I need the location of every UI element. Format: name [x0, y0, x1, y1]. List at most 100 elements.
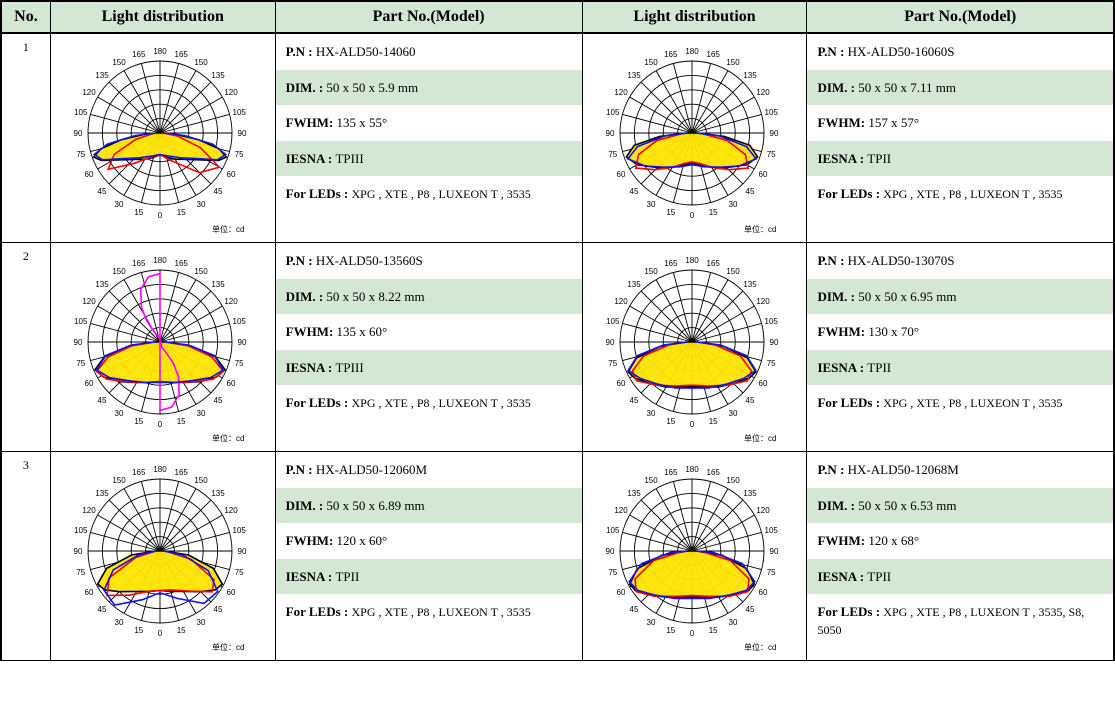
- spec-pn: P.N : HX-ALD50-13560S: [276, 243, 582, 279]
- spec-fwhm: FWHM: 157 x 57°: [807, 105, 1113, 141]
- spec-dim-value: 50 x 50 x 7.11 mm: [858, 80, 956, 95]
- spec-pn-value: HX-ALD50-13560S: [316, 253, 423, 268]
- svg-text:150: 150: [726, 267, 740, 276]
- svg-text:75: 75: [235, 150, 244, 159]
- product-row: 1180165150135120105907560453015015304560…: [1, 33, 1114, 243]
- svg-text:150: 150: [726, 58, 740, 67]
- spec-leds-value: XPG , XTE , P8 , LUXEON T , 3535: [351, 187, 530, 201]
- spec-dim-label: DIM. :: [286, 80, 327, 95]
- svg-text:60: 60: [759, 379, 768, 388]
- svg-text:45: 45: [630, 605, 639, 614]
- svg-text:45: 45: [746, 187, 755, 196]
- svg-text:90: 90: [238, 338, 247, 347]
- spec-pn-label: P.N :: [817, 462, 847, 477]
- svg-text:135: 135: [212, 71, 226, 80]
- header-dist-2: Light distribution: [582, 1, 807, 33]
- svg-text:105: 105: [74, 526, 88, 535]
- svg-text:单位：cd: 单位：cd: [744, 433, 776, 443]
- spec-leds-label: For LEDs :: [286, 604, 352, 619]
- spec-dim-value: 50 x 50 x 8.22 mm: [326, 289, 424, 304]
- polar-cell: 1801651501351201059075604530150153045607…: [582, 243, 807, 452]
- svg-text:120: 120: [614, 88, 628, 97]
- spec-fwhm-value: 120 x 68°: [868, 533, 919, 548]
- svg-text:165: 165: [664, 50, 678, 59]
- svg-text:105: 105: [606, 317, 620, 326]
- spec-fwhm-value: 135 x 55°: [337, 115, 388, 130]
- spec-leds: For LEDs : XPG , XTE , P8 , LUXEON T , 3…: [807, 594, 1113, 647]
- spec-fwhm-label: FWHM:: [286, 324, 337, 339]
- svg-text:120: 120: [614, 506, 628, 515]
- spec-iesna-label: IESNA :: [286, 151, 336, 166]
- svg-text:75: 75: [608, 150, 617, 159]
- svg-text:165: 165: [175, 468, 189, 477]
- svg-text:单位：cd: 单位：cd: [212, 642, 244, 652]
- svg-text:150: 150: [644, 267, 658, 276]
- svg-text:0: 0: [158, 211, 163, 220]
- spec-leds: For LEDs : XPG , XTE , P8 , LUXEON T , 3…: [807, 176, 1113, 212]
- row-number: 1: [1, 33, 50, 243]
- spec-iesna-value: TPII: [867, 569, 891, 584]
- svg-text:120: 120: [83, 297, 97, 306]
- svg-text:120: 120: [756, 297, 770, 306]
- svg-text:60: 60: [617, 379, 626, 388]
- svg-text:105: 105: [74, 108, 88, 117]
- svg-text:60: 60: [617, 588, 626, 597]
- spec-dim-label: DIM. :: [817, 289, 858, 304]
- svg-text:60: 60: [85, 588, 94, 597]
- svg-text:165: 165: [132, 468, 146, 477]
- spec-fwhm-value: 135 x 60°: [337, 324, 388, 339]
- spec-iesna-label: IESNA :: [817, 569, 867, 584]
- spec-leds-label: For LEDs :: [286, 395, 352, 410]
- svg-text:180: 180: [154, 256, 168, 265]
- svg-text:135: 135: [627, 489, 641, 498]
- spec-pn-label: P.N :: [817, 44, 847, 59]
- svg-text:120: 120: [756, 88, 770, 97]
- svg-text:15: 15: [177, 208, 186, 217]
- spec-leds: For LEDs : XPG , XTE , P8 , LUXEON T , 3…: [807, 385, 1113, 421]
- svg-text:150: 150: [113, 267, 127, 276]
- svg-text:135: 135: [212, 280, 226, 289]
- spec-leds-label: For LEDs :: [286, 186, 352, 201]
- spec-iesna-label: IESNA :: [286, 569, 336, 584]
- svg-text:165: 165: [175, 259, 189, 268]
- spec-pn-value: HX-ALD50-12060M: [316, 462, 427, 477]
- spec-iesna: IESNA : TPII: [276, 559, 582, 595]
- polar-chart: 1801651501351201059075604530150153045607…: [65, 38, 260, 238]
- svg-text:135: 135: [96, 71, 110, 80]
- spec-leds-value: XPG , XTE , P8 , LUXEON T , 3535: [883, 396, 1062, 410]
- svg-text:165: 165: [664, 259, 678, 268]
- spec-dim: DIM. : 50 x 50 x 6.95 mm: [807, 279, 1113, 315]
- svg-text:75: 75: [767, 568, 776, 577]
- svg-text:75: 75: [77, 150, 86, 159]
- svg-text:30: 30: [647, 618, 656, 627]
- spec-iesna-label: IESNA :: [286, 360, 336, 375]
- polar-chart: 1801651501351201059075604530150153045607…: [65, 456, 260, 656]
- svg-text:15: 15: [709, 208, 718, 217]
- svg-text:30: 30: [115, 618, 124, 627]
- specs-cell: P.N : HX-ALD50-13560S DIM. : 50 x 50 x 8.…: [275, 243, 582, 452]
- polar-cell: 1801651501351201059075604530150153045607…: [50, 243, 275, 452]
- svg-text:105: 105: [233, 108, 247, 117]
- spec-dim-value: 50 x 50 x 6.53 mm: [858, 498, 956, 513]
- svg-text:45: 45: [98, 396, 107, 405]
- svg-text:0: 0: [158, 629, 163, 638]
- svg-text:135: 135: [743, 71, 757, 80]
- svg-text:90: 90: [606, 547, 615, 556]
- svg-text:30: 30: [729, 200, 738, 209]
- spec-pn: P.N : HX-ALD50-16060S: [807, 34, 1113, 70]
- svg-text:单位：cd: 单位：cd: [212, 433, 244, 443]
- spec-dim-label: DIM. :: [286, 289, 327, 304]
- svg-text:75: 75: [77, 568, 86, 577]
- svg-text:180: 180: [685, 256, 699, 265]
- svg-text:90: 90: [770, 129, 779, 138]
- header-row: No. Light distribution Part No.(Model) L…: [1, 1, 1114, 33]
- polar-chart: 1801651501351201059075604530150153045607…: [65, 247, 260, 447]
- svg-text:0: 0: [690, 629, 695, 638]
- svg-text:135: 135: [627, 71, 641, 80]
- spec-pn-label: P.N :: [286, 253, 316, 268]
- svg-text:90: 90: [74, 338, 83, 347]
- spec-pn: P.N : HX-ALD50-12068M: [807, 452, 1113, 488]
- spec-fwhm: FWHM: 120 x 68°: [807, 523, 1113, 559]
- svg-text:60: 60: [617, 170, 626, 179]
- svg-text:165: 165: [175, 50, 189, 59]
